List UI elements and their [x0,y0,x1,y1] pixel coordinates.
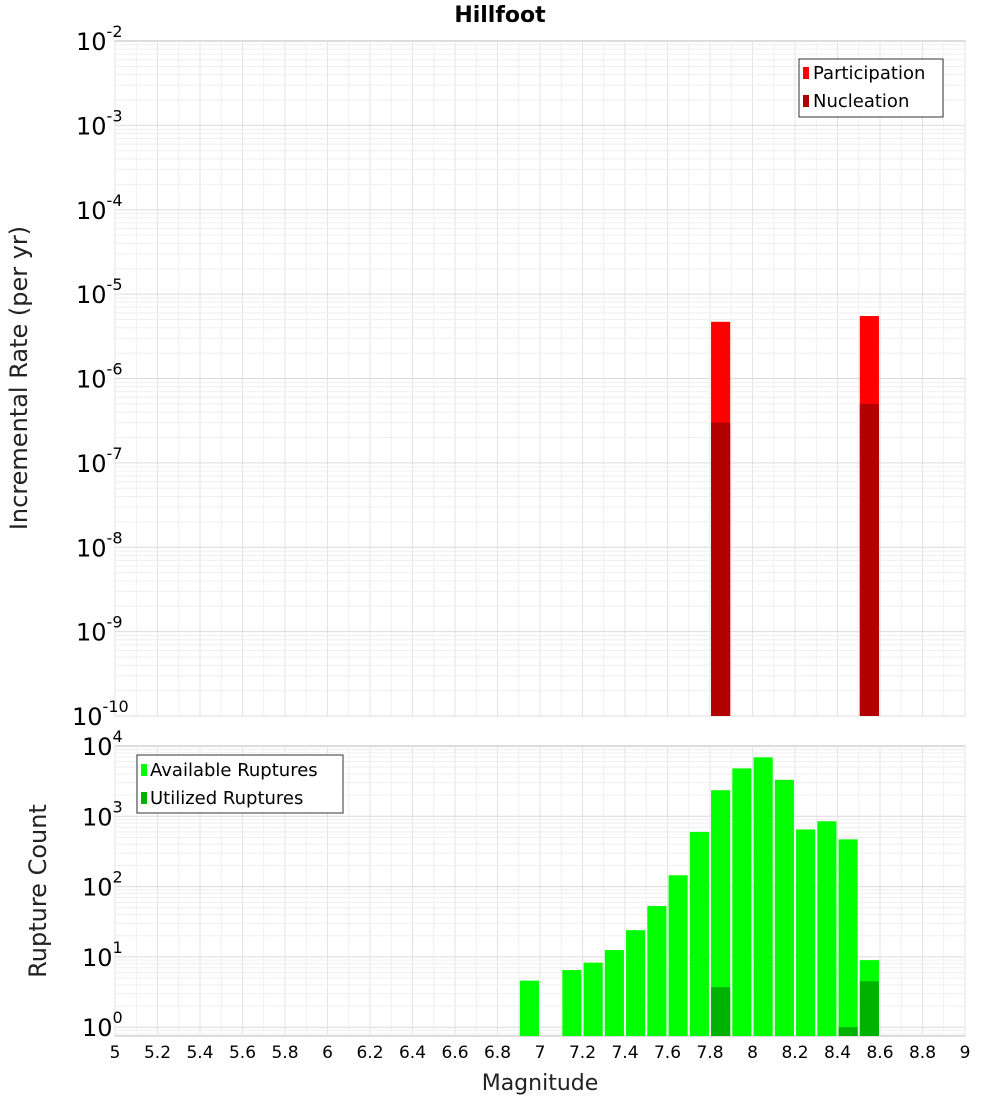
bar-available-ruptures [647,905,667,1036]
bottom-bars [519,757,879,1036]
x-ticks: 5 5.2 5.4 5.6 5.8 6 6.2 6.4 6.6 6.8 7 7.2 7.4 7.6 7.8 8… [110,1043,971,1063]
x-tick-label: 7.2 [569,1043,596,1063]
x-tick-label: 5.2 [144,1043,171,1063]
bottom-legend: Available Ruptures Utilized Ruptures [136,754,344,814]
top-grid [114,41,966,717]
bottom-y-axis-label: Rupture Count [24,804,52,978]
x-tick-label: 6 [322,1043,333,1063]
bar-available-ruptures [838,839,858,1036]
x-tick-label: 5.6 [229,1043,256,1063]
bottom-panel: 104 103 102 101 100 5 5.2 5.4 5.6 5.8 6 6.2 6.4 6.6 6… [24,727,970,1096]
x-tick-label: 5.4 [186,1043,213,1063]
x-tick-label: 6.2 [356,1043,383,1063]
top-y-axis-label: Incremental Rate (per yr) [5,226,33,530]
bar-available-ruptures [774,779,794,1036]
bar-available-ruptures [817,821,837,1036]
x-tick-label: 6.8 [484,1043,511,1063]
top-legend: Participation Nucleation [798,58,944,118]
bar-available-ruptures [583,962,603,1036]
bottom-legend-box [136,754,344,814]
x-axis-label: Magnitude [482,1071,599,1096]
y-tick-label: 103 [82,797,123,831]
y-tick-label: 102 [82,868,123,902]
legend-swatch-nucleation [803,95,809,107]
y-tick-label: 10-2 [76,22,123,56]
x-tick-label: 8.4 [824,1043,851,1063]
x-tick-label: 6.6 [441,1043,468,1063]
legend-label-available-ruptures: Available Ruptures [150,760,318,781]
x-tick-label: 6.4 [399,1043,426,1063]
x-tick-label: 5 [110,1043,121,1063]
y-tick-label: 10-5 [76,275,123,309]
bar-available-ruptures [732,768,752,1036]
legend-label-nucleation: Nucleation [813,91,909,112]
bar-available-ruptures [626,930,646,1036]
legend-label-participation: Participation [813,63,925,84]
x-tick-label: 7.8 [696,1043,723,1063]
y-tick-label: 10-7 [76,444,123,478]
bottom-y-ticks: 104 103 102 101 100 [82,727,123,1042]
top-y-ticks: 10-2 10-3 10-4 10-5 10-6 10-7 10-8 10-9 10-10 [72,22,129,731]
bar-available-ruptures [519,980,539,1036]
bar-available-ruptures [668,875,688,1036]
top-bars [711,316,879,716]
bar-available-ruptures [753,757,773,1036]
y-tick-label: 10-10 [72,697,129,731]
x-tick-label: 8 [747,1043,758,1063]
bar-available-ruptures [689,831,709,1036]
y-tick-label: 10-8 [76,528,123,562]
top-legend-box [798,58,944,118]
y-tick-label: 10-6 [76,360,123,394]
bar-nucleation [711,422,731,716]
bar-available-ruptures [604,950,624,1036]
x-tick-label: 7 [535,1043,546,1063]
top-panel: 10-2 10-3 10-4 10-5 10-6 10-7 10-8 10-9 10-10 In… [5,22,966,731]
x-tick-label: 8.2 [781,1043,808,1063]
bar-nucleation [859,403,879,716]
x-tick-label: 7.4 [611,1043,638,1063]
y-tick-label: 10-3 [76,106,123,140]
y-tick-label: 101 [82,938,123,972]
y-tick-label: 100 [82,1008,123,1042]
bar-available-ruptures [711,790,731,1036]
x-tick-label: 8.8 [909,1043,936,1063]
x-tick-label: 9 [960,1043,971,1063]
legend-swatch-participation [803,67,809,79]
legend-swatch-utilized-ruptures [141,792,147,804]
bar-utilized-ruptures [838,1027,858,1036]
y-tick-label: 10-9 [76,613,123,647]
x-tick-label: 8.6 [866,1043,893,1063]
y-tick-label: 104 [82,727,123,761]
x-tick-label: 5.8 [271,1043,298,1063]
x-tick-label: 7.6 [654,1043,681,1063]
bar-utilized-ruptures [859,981,879,1036]
y-tick-label: 10-4 [76,191,123,225]
legend-label-utilized-ruptures: Utilized Ruptures [150,788,303,809]
bar-utilized-ruptures [711,987,731,1036]
legend-swatch-available-ruptures [141,764,147,776]
chart-title: Hillfoot [454,3,546,28]
bar-available-ruptures [562,970,582,1036]
bar-available-ruptures [796,829,816,1036]
